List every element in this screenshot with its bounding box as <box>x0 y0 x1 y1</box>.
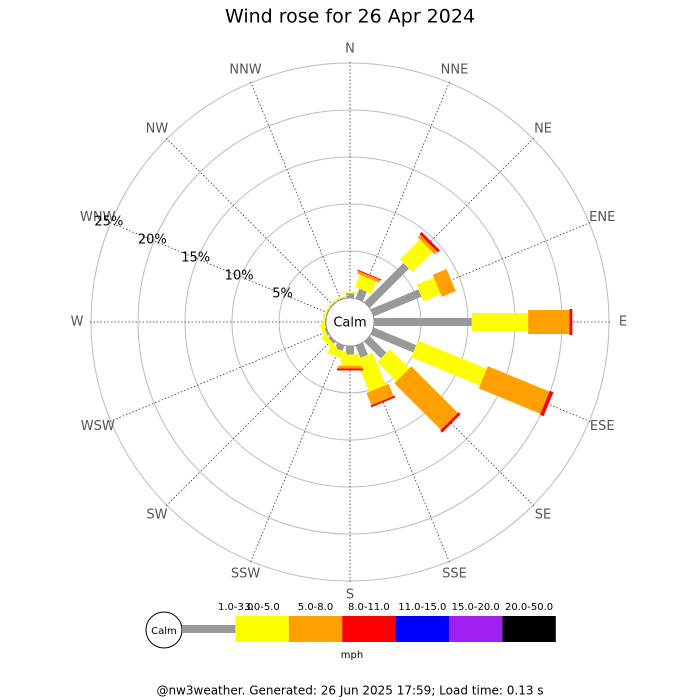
wind-bar <box>355 342 368 358</box>
legend-calm-label: Calm <box>151 626 177 637</box>
direction-label: N <box>345 42 355 57</box>
direction-label: ENE <box>589 210 615 225</box>
wind-bar <box>416 277 441 302</box>
wind-bar <box>341 292 359 294</box>
r-tick-label: 25% <box>94 215 123 230</box>
wind-bar <box>440 412 461 433</box>
legend-swatch <box>235 616 289 642</box>
wind-bar <box>528 310 570 334</box>
wind-bar <box>328 336 336 344</box>
wind-bar <box>399 239 433 273</box>
wind-bar <box>394 366 458 430</box>
wind-bar <box>320 323 330 342</box>
wind-bar <box>478 366 550 414</box>
spoke <box>164 136 334 306</box>
wind-bar <box>471 313 529 331</box>
wind-bar <box>338 365 362 369</box>
spoke <box>107 330 328 423</box>
wind-bar <box>540 390 554 417</box>
wind-bar <box>346 293 354 298</box>
direction-label: NNW <box>229 62 261 77</box>
legend-swatch <box>395 616 449 642</box>
wind-bar <box>327 345 347 360</box>
legend-swatch <box>449 616 503 642</box>
footer: @nw3weather. Generated: 26 Jun 2025 17:5… <box>156 684 543 698</box>
wind-bar <box>331 294 349 303</box>
wind-bar <box>355 352 386 392</box>
wind-bar <box>432 268 456 297</box>
legend-swatch <box>502 616 556 642</box>
wind-bar <box>357 269 382 281</box>
r-tick-label: 20% <box>138 233 167 248</box>
wind-bar <box>346 346 354 355</box>
wind-bar <box>370 289 422 317</box>
direction-label: S <box>346 588 354 603</box>
r-tick-label: 5% <box>272 287 293 302</box>
wind-bar <box>366 383 394 406</box>
wind-bar <box>354 274 377 294</box>
wind-bar <box>370 395 396 408</box>
wind-bar <box>355 288 367 302</box>
calm-label: Calm <box>333 316 366 331</box>
wind-bar <box>364 336 387 359</box>
wind-bar <box>374 318 472 326</box>
calm-circle <box>325 297 375 347</box>
direction-label: SSE <box>442 567 467 582</box>
wind-bar <box>321 334 338 351</box>
legend-label: 11.0-15.0 <box>398 602 446 613</box>
legend-unit: mph <box>341 650 363 661</box>
direction-label: NNE <box>441 62 469 77</box>
wind-bar <box>419 232 440 253</box>
legend-label: 5.0-8.0 <box>298 602 333 613</box>
legend-label: 3.0-5.0 <box>244 602 279 613</box>
spoke <box>358 79 451 300</box>
direction-label: WNW <box>80 210 116 225</box>
legend-label: 1.0-3.0 <box>218 602 253 613</box>
legend-swatch <box>342 616 396 642</box>
r-tick-label: 10% <box>225 269 254 284</box>
r-tick-label: 15% <box>181 251 210 266</box>
direction-label: ESE <box>590 419 615 434</box>
direction-label: NW <box>146 121 169 136</box>
legend-swatch <box>182 625 236 633</box>
legend-label: 8.0-11.0 <box>348 602 390 613</box>
spoke <box>249 344 342 565</box>
wind-bar <box>411 340 487 386</box>
direction-label: SE <box>535 508 551 523</box>
direction-label: SW <box>146 508 167 523</box>
direction-label: SSW <box>231 567 261 582</box>
wind-bar <box>341 354 359 366</box>
legend-swatch <box>288 616 343 642</box>
direction-label: E <box>619 315 627 330</box>
wind-bar <box>370 327 417 353</box>
spoke <box>164 338 334 508</box>
legend-label: 15.0-20.0 <box>452 602 500 613</box>
spoke <box>107 221 328 314</box>
wind-bar <box>569 309 573 335</box>
wind-bar <box>323 313 326 331</box>
spoke <box>249 79 342 300</box>
wind-bar <box>334 342 345 351</box>
wind-bar <box>337 368 363 371</box>
wind-bar <box>324 327 330 336</box>
legend-label: 20.0-50.0 <box>505 602 553 613</box>
wind-bar <box>377 349 410 382</box>
direction-label: NE <box>534 121 552 136</box>
wind-bar <box>417 234 438 255</box>
wind-bar <box>364 262 410 308</box>
chart-title: Wind rose for 26 Apr 2024 <box>225 6 475 28</box>
direction-label: W <box>71 315 84 330</box>
direction-label: WSW <box>81 419 115 434</box>
wind-bar <box>357 270 381 283</box>
legend: Calm 1.0-3.03.0-5.0 5.0-8.0 8.0-11.0 11.0-15… <box>145 602 556 661</box>
